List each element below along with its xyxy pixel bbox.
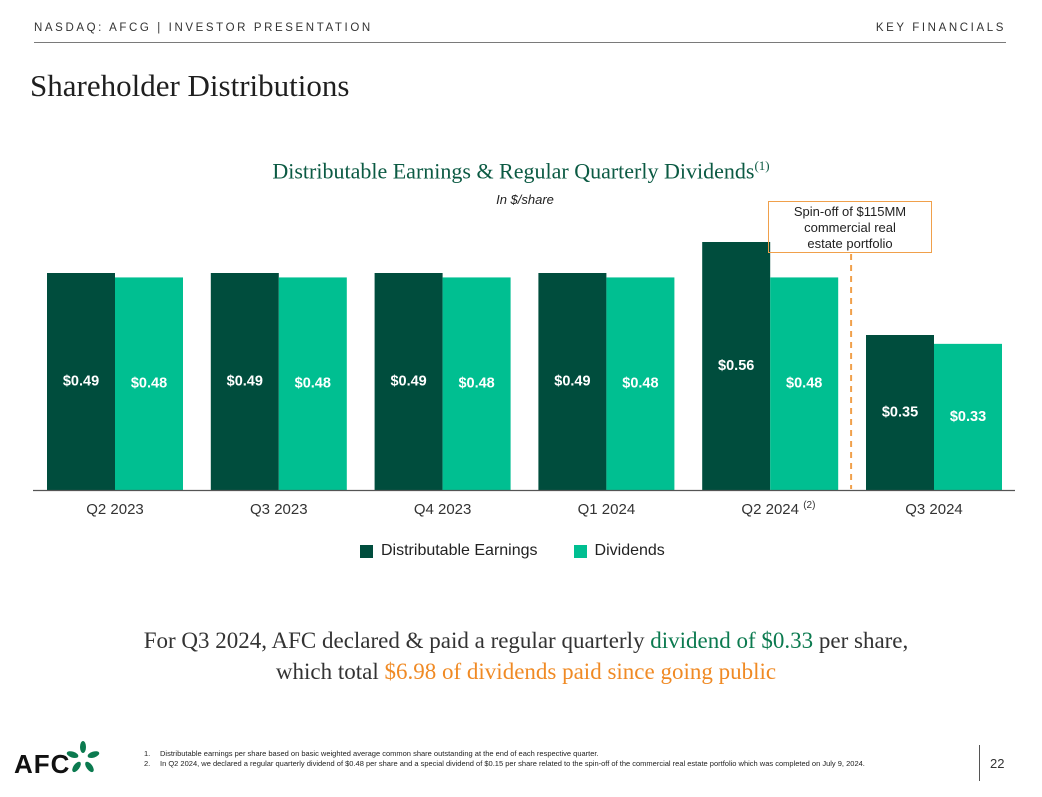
callout-line-1: Spin-off of $115MM — [793, 204, 907, 219]
logo-text: AFC — [14, 749, 71, 779]
bar-dividends-q2-2023 — [115, 277, 183, 490]
chart-title: Distributable Earnings & Regular Quarter… — [0, 158, 1042, 184]
callout-line-3: estate portfolio — [807, 236, 893, 251]
data-label-distributable-earnings-q4-2023: $0.49 — [390, 374, 426, 390]
footnote-2-text: In Q2 2024, we declared a regular quarte… — [160, 758, 865, 768]
footnote-1-number: 1. — [144, 749, 151, 758]
headline-dividend-highlight: dividend of $0.33 — [650, 628, 814, 653]
footnote-1-text: Distributable earnings per share based o… — [160, 749, 599, 758]
x-tick-label-q2-2024: Q2 2024 — [741, 501, 799, 518]
leaf-icon — [66, 741, 100, 773]
footnote-2: 2. In Q2 2024, we declared a regular qua… — [144, 759, 974, 769]
legend-item-dividends: Dividends — [573, 542, 665, 560]
bar-dividends-q1-2024 — [606, 277, 675, 490]
headline-line-1: For Q3 2024, AFC declared & paid a regul… — [0, 625, 1042, 656]
bar-distributable-earnings-q4-2023 — [374, 273, 443, 490]
bar-distributable-earnings-q2-2023 — [47, 273, 115, 490]
bar-distributable-earnings-q2-2024 — [702, 242, 771, 490]
bar-dividends-q2-2024 — [770, 277, 839, 490]
data-label-dividends-q3-2024: $0.33 — [950, 409, 986, 425]
data-label-distributable-earnings-q1-2024: $0.49 — [554, 374, 590, 390]
x-tick-footnote-q2-2024: (2) — [803, 500, 815, 511]
headline-line1-post: per share, — [813, 628, 909, 653]
page-number: 22 — [990, 756, 1005, 771]
page-title: Shareholder Distributions — [30, 68, 350, 103]
data-label-dividends-q2-2024: $0.48 — [786, 376, 822, 392]
bar-chart: $0.49 $0.48 Q2 2023 $0.49 $0.48 Q3 2023 $0.49 $… — [33, 242, 1015, 518]
legend-swatch-distributable-earnings — [360, 544, 373, 558]
bar-dividends-q3-2024 — [934, 343, 1002, 490]
footnote-1: 1. Distributable earnings per share base… — [144, 749, 974, 759]
data-label-dividends-q1-2024: $0.48 — [622, 376, 658, 392]
x-tick-label-q4-2023: Q4 2023 — [414, 501, 472, 518]
headline-total-highlight: $6.98 of dividends paid since going publ… — [384, 659, 777, 684]
bar-distributable-earnings-q3-2023 — [210, 273, 279, 490]
data-label-dividends-q2-2023: $0.48 — [131, 376, 167, 392]
x-tick-label-q3-2024: Q3 2024 — [905, 501, 963, 518]
chart-legend: Distributable Earnings Dividends — [360, 542, 665, 560]
data-label-dividends-q3-2023: $0.48 — [295, 376, 331, 392]
data-label-distributable-earnings-q2-2024: $0.56 — [718, 358, 754, 374]
afc-logo: AFC — [14, 741, 100, 783]
page-number-divider — [979, 745, 980, 781]
data-label-dividends-q4-2023: $0.48 — [458, 376, 494, 392]
headline-line-2: which total $6.98 of dividends paid sinc… — [0, 656, 1042, 687]
chart-title-text: Distributable Earnings & Regular Quarter… — [272, 158, 755, 184]
spin-off-callout: Spin-off of $115MM commercial real estat… — [768, 201, 932, 253]
legend-label-dividends: Dividends — [594, 542, 665, 559]
data-label-distributable-earnings-q3-2024: $0.35 — [882, 405, 918, 421]
footnotes: 1. Distributable earnings per share base… — [144, 749, 974, 768]
data-label-distributable-earnings-q2-2023: $0.49 — [63, 374, 99, 390]
bar-dividends-q3-2023 — [278, 277, 347, 490]
header-left-text: NASDAQ: AFCG | INVESTOR PRESENTATION — [34, 22, 373, 34]
callout-line-2: commercial real — [804, 220, 896, 235]
legend-swatch-dividends — [573, 544, 587, 558]
footnote-2-number: 2. — [144, 758, 151, 768]
bar-distributable-earnings-q3-2024 — [866, 335, 934, 490]
legend-item-distributable-earnings: Distributable Earnings — [360, 542, 538, 560]
headline: For Q3 2024, AFC declared & paid a regul… — [0, 625, 1042, 687]
legend-label-distributable-earnings: Distributable Earnings — [381, 542, 538, 559]
headline-line1-pre: For Q3 2024, AFC declared & paid a regul… — [143, 628, 651, 653]
chart-title-footnote-ref: (1) — [754, 158, 770, 173]
chart-subtitle: In $/share — [496, 192, 554, 207]
header-right-text: KEY FINANCIALS — [875, 22, 1006, 34]
bar-dividends-q4-2023 — [442, 277, 511, 490]
x-tick-label-q1-2024: Q1 2024 — [578, 501, 636, 518]
headline-line2-pre: which total — [275, 659, 385, 684]
header-bar: NASDAQ: AFCG | INVESTOR PRESENTATION KEY… — [34, 22, 1006, 43]
x-tick-label-q2-2023: Q2 2023 — [86, 501, 144, 518]
x-tick-label-q3-2023: Q3 2023 — [250, 501, 308, 518]
bar-distributable-earnings-q1-2024 — [538, 273, 607, 490]
data-label-distributable-earnings-q3-2023: $0.49 — [227, 374, 263, 390]
